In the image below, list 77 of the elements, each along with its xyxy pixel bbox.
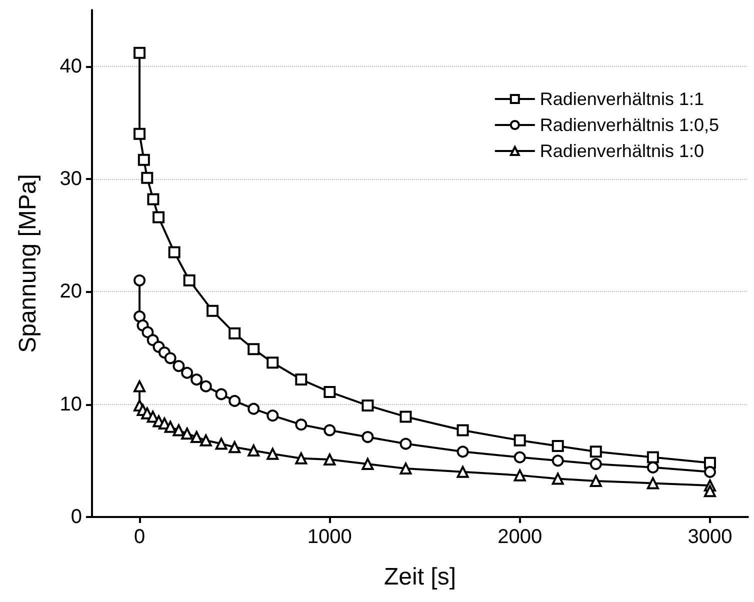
point bbox=[248, 402, 260, 415]
point bbox=[400, 438, 412, 450]
point bbox=[200, 434, 212, 446]
x-tick-label: 1000 bbox=[307, 526, 352, 548]
point bbox=[206, 304, 219, 317]
point bbox=[181, 366, 194, 379]
point bbox=[552, 440, 564, 452]
point bbox=[704, 485, 716, 498]
point bbox=[590, 458, 602, 470]
point bbox=[362, 458, 374, 470]
point bbox=[324, 424, 336, 436]
point bbox=[190, 374, 203, 386]
legend-label: Radienverhältnis 1:1 bbox=[540, 89, 704, 109]
point bbox=[266, 410, 279, 422]
point bbox=[362, 399, 374, 412]
x-tick-label: 0 bbox=[134, 526, 146, 548]
point bbox=[134, 46, 146, 59]
point bbox=[552, 472, 564, 485]
legend-label: Radienverhältnis 1:0 bbox=[540, 141, 704, 161]
point bbox=[295, 374, 308, 386]
point bbox=[183, 274, 196, 286]
point bbox=[514, 434, 526, 446]
point bbox=[590, 446, 602, 458]
point bbox=[266, 448, 279, 460]
point bbox=[190, 431, 203, 444]
y-tick-label: 20 bbox=[60, 280, 82, 303]
y-tick-label: 30 bbox=[60, 168, 82, 190]
y-axis-title: Spannung [MPa] bbox=[14, 174, 42, 353]
point bbox=[147, 193, 160, 206]
point bbox=[266, 356, 279, 369]
point bbox=[324, 454, 336, 466]
point bbox=[172, 424, 185, 436]
legend-label: Radienverhältnis 1:0,5 bbox=[540, 115, 720, 135]
point bbox=[704, 466, 716, 478]
point bbox=[362, 431, 374, 444]
point bbox=[228, 441, 241, 454]
point bbox=[514, 451, 526, 464]
y-tick-label: 40 bbox=[60, 55, 82, 78]
point bbox=[590, 474, 602, 487]
point bbox=[164, 420, 176, 433]
point bbox=[456, 424, 469, 436]
point bbox=[134, 380, 146, 392]
point bbox=[400, 410, 412, 423]
x-tick-label: 3000 bbox=[688, 526, 732, 548]
point bbox=[456, 466, 469, 478]
point bbox=[141, 172, 154, 184]
x-tick-label: 2000 bbox=[498, 526, 542, 548]
point bbox=[456, 446, 469, 458]
point bbox=[134, 128, 146, 140]
point bbox=[228, 394, 241, 407]
point bbox=[142, 326, 154, 338]
point bbox=[646, 461, 659, 474]
point bbox=[215, 438, 228, 450]
point bbox=[324, 386, 336, 398]
point bbox=[248, 343, 260, 356]
x-axis-title: Zeit [s] bbox=[384, 564, 456, 590]
point bbox=[646, 477, 659, 490]
point bbox=[646, 451, 659, 464]
point bbox=[295, 418, 308, 431]
point bbox=[168, 246, 180, 258]
point bbox=[152, 211, 165, 224]
point bbox=[200, 380, 212, 392]
point bbox=[514, 469, 526, 482]
point bbox=[181, 428, 194, 440]
point bbox=[215, 388, 228, 400]
point bbox=[295, 452, 308, 464]
point bbox=[248, 444, 260, 457]
point bbox=[400, 462, 412, 475]
y-tick-label: 10 bbox=[60, 393, 82, 416]
y-tick-label: 0 bbox=[70, 506, 82, 528]
point bbox=[134, 310, 146, 322]
point bbox=[138, 154, 150, 166]
point bbox=[164, 352, 176, 364]
point bbox=[172, 360, 185, 372]
point bbox=[228, 327, 241, 340]
point bbox=[134, 274, 146, 286]
point bbox=[552, 454, 564, 467]
